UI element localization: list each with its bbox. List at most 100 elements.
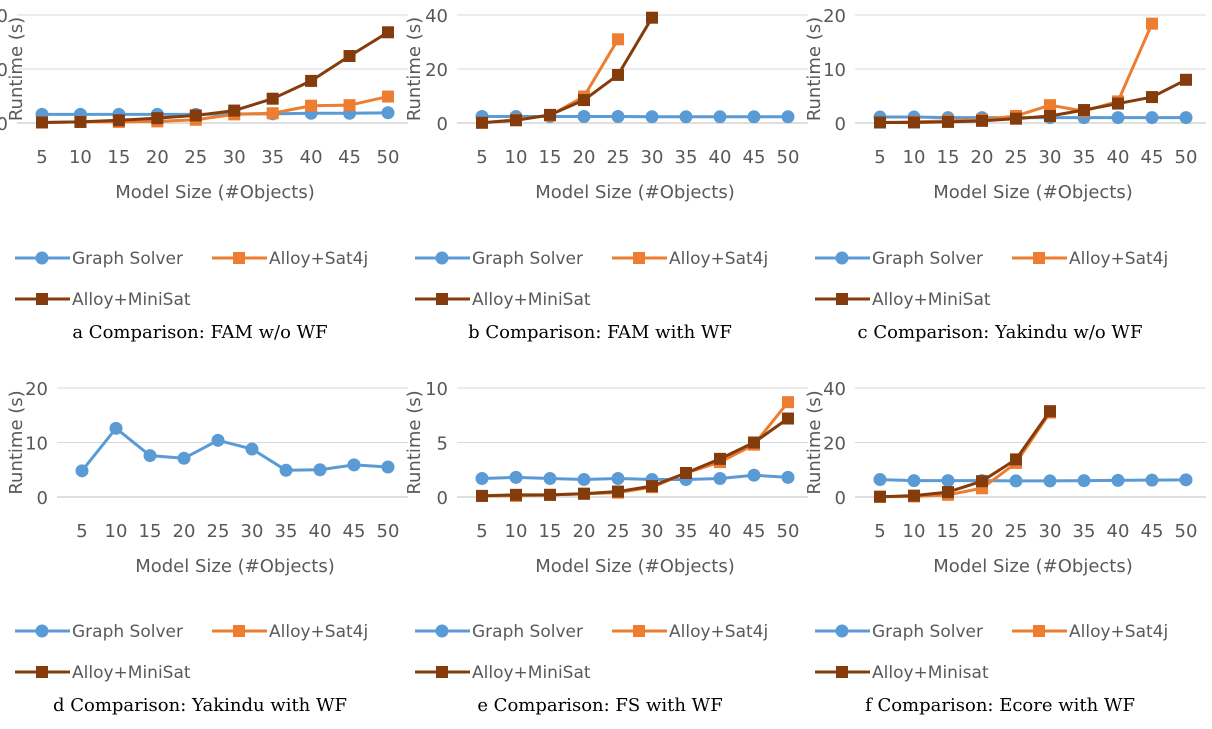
data-point — [381, 460, 395, 474]
legend-marker — [633, 252, 645, 264]
data-point — [713, 110, 727, 124]
chart-panel-b: 0 20 40 5 10 15 20 25 30 35 40 45 50 Model Size (#Obj… — [404, 6, 808, 343]
data-point — [942, 486, 954, 499]
data-point — [908, 489, 920, 502]
data-point — [874, 116, 886, 129]
y-tick-label: 10 — [0, 60, 8, 81]
series-line-1 — [879, 411, 1052, 499]
x-tick-label: 40 — [1107, 521, 1130, 542]
legend-entry: Alloy+Sat4j — [669, 249, 768, 269]
x-tick-label: 50 — [777, 521, 800, 542]
x-tick-label: 10 — [903, 147, 926, 168]
y-tick-label: 0 — [37, 488, 48, 509]
x-tick-label: 20 — [573, 147, 596, 168]
y-axis-title: Runtime (s) — [404, 390, 425, 494]
y-axis-title: Runtime (s) — [6, 17, 27, 121]
data-point — [143, 449, 157, 463]
data-point — [578, 487, 590, 500]
data-point — [1146, 17, 1158, 30]
data-point — [245, 442, 259, 456]
y-tick-label: 20 — [425, 60, 448, 81]
legend-marker — [835, 624, 849, 638]
y-tick-label: 10 — [823, 60, 846, 81]
data-point — [475, 471, 489, 485]
x-axis-title: Model Size (#Objects) — [933, 556, 1133, 577]
data-point — [476, 489, 488, 502]
chart-panel-c: 0 10 20 5 10 15 20 25 30 35 40 45 50 Model Size (#Obj… — [804, 6, 1206, 343]
y-axis-title: Runtime (s) — [6, 390, 27, 494]
legend-marker — [1033, 252, 1045, 264]
series-line-1 — [879, 23, 1154, 124]
data-point — [1146, 91, 1158, 104]
chart-panel-f: 0 20 40 5 10 15 20 25 30 35 40 45 50 Model Size (#Obj… — [804, 379, 1206, 716]
data-point — [381, 106, 395, 120]
x-tick-label: 50 — [777, 147, 800, 168]
x-tick-label: 35 — [261, 147, 284, 168]
data-point — [1179, 473, 1193, 487]
x-axis-title: Model Size (#Objects) — [933, 182, 1133, 203]
data-point — [544, 108, 556, 121]
legend-entry: Alloy+Sat4j — [269, 622, 368, 642]
legend-marker — [1033, 625, 1045, 637]
data-point — [1044, 109, 1056, 122]
data-point — [544, 488, 556, 501]
data-point — [1180, 73, 1192, 86]
x-axis-title: Model Size (#Objects) — [535, 182, 735, 203]
x-tick-label: 5 — [36, 147, 47, 168]
x-tick-label: 20 — [173, 521, 196, 542]
legend-marker — [835, 251, 849, 265]
x-tick-label: 10 — [505, 147, 528, 168]
data-point — [713, 471, 727, 485]
y-tick-label: 20 — [823, 6, 846, 27]
x-tick-label: 25 — [1005, 521, 1028, 542]
data-point — [1111, 473, 1125, 487]
legend-entry: Graph Solver — [872, 622, 983, 642]
x-tick-label: 30 — [1039, 521, 1062, 542]
x-tick-label: 25 — [1005, 147, 1028, 168]
y-tick-label: 10 — [25, 434, 48, 455]
y-tick-label: 40 — [425, 6, 448, 27]
x-tick-label: 30 — [223, 147, 246, 168]
data-point — [1077, 474, 1091, 488]
legend-entry: Alloy+Minisat — [872, 663, 989, 683]
data-point — [1044, 99, 1056, 112]
legend-marker — [436, 293, 448, 305]
data-point — [1145, 473, 1159, 487]
data-point — [646, 480, 658, 493]
data-point — [612, 68, 624, 81]
x-tick-label: 5 — [476, 147, 487, 168]
y-tick-label: 0 — [0, 114, 8, 135]
data-point — [151, 112, 164, 125]
x-tick-label: 15 — [139, 521, 162, 542]
data-point — [1111, 111, 1125, 125]
data-point — [873, 473, 887, 487]
data-point — [279, 463, 293, 477]
x-axis-title: Model Size (#Objects) — [115, 182, 315, 203]
x-tick-label: 30 — [241, 521, 264, 542]
data-point — [1078, 104, 1090, 117]
x-tick-label: 10 — [105, 521, 128, 542]
legend-marker — [233, 625, 245, 637]
data-point — [611, 471, 625, 485]
series-line-0 — [879, 478, 1187, 483]
data-point — [1044, 405, 1056, 418]
legend-entry: Alloy+MiniSat — [72, 290, 191, 310]
data-point — [1112, 97, 1124, 110]
legend-marker — [233, 252, 245, 264]
x-tick-label: 45 — [1141, 147, 1164, 168]
x-tick-label: 35 — [1073, 521, 1096, 542]
legend-marker — [633, 625, 645, 637]
legend-entry: Alloy+MiniSat — [472, 663, 591, 683]
data-point — [1179, 111, 1193, 125]
x-tick-label: 35 — [275, 521, 298, 542]
subfigure-caption: d Comparison: Yakindu with WF — [53, 695, 347, 716]
series-line-0 — [481, 473, 789, 482]
data-point — [347, 458, 361, 472]
data-point — [578, 94, 590, 107]
x-tick-label: 45 — [743, 147, 766, 168]
data-point — [382, 26, 394, 39]
y-tick-label: 0 — [437, 488, 448, 509]
x-tick-label: 20 — [971, 147, 994, 168]
legend-marker — [435, 251, 449, 265]
data-point — [189, 109, 202, 122]
